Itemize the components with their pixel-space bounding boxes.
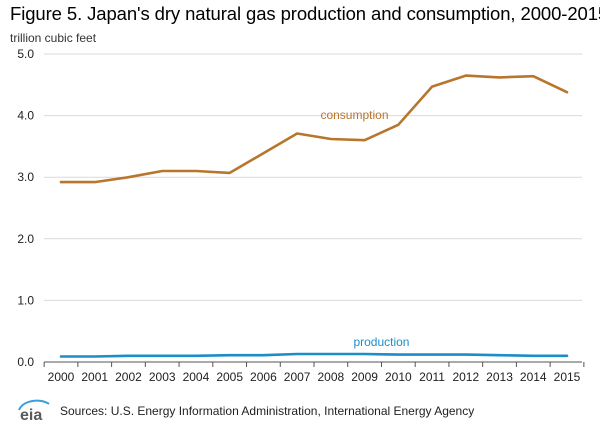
series-label-production: production bbox=[353, 335, 409, 349]
x-tick-label: 2012 bbox=[452, 370, 479, 384]
y-tick-label: 4.0 bbox=[17, 109, 34, 123]
x-tick-label: 2014 bbox=[520, 370, 547, 384]
x-tick-label: 2002 bbox=[115, 370, 142, 384]
x-tick-label: 2009 bbox=[351, 370, 378, 384]
x-tick-label: 2004 bbox=[183, 370, 210, 384]
y-tick-label: 2.0 bbox=[17, 232, 34, 246]
x-tick-label: 2013 bbox=[486, 370, 513, 384]
x-tick-label: 2010 bbox=[385, 370, 412, 384]
series-line-consumption bbox=[59, 74, 569, 184]
chart-title: Figure 5. Japan's dry natural gas produc… bbox=[10, 3, 600, 24]
x-tick-label: 2003 bbox=[149, 370, 176, 384]
series-label-consumption: consumption bbox=[320, 108, 388, 122]
y-tick-label: 0.0 bbox=[17, 355, 34, 369]
source-note: Sources: U.S. Energy Information Adminis… bbox=[60, 404, 475, 418]
x-tick-label: 2008 bbox=[318, 370, 345, 384]
eia-logo: eia bbox=[15, 398, 55, 429]
x-tick-label: 2007 bbox=[284, 370, 311, 384]
x-tick-label: 2005 bbox=[216, 370, 243, 384]
x-tick-label: 2006 bbox=[250, 370, 277, 384]
y-tick-label: 3.0 bbox=[17, 170, 34, 184]
y-axis-unit-label: trillion cubic feet bbox=[10, 31, 97, 45]
x-tick-label: 2015 bbox=[554, 370, 581, 384]
y-tick-label: 5.0 bbox=[17, 47, 34, 61]
x-tick-label: 2001 bbox=[81, 370, 108, 384]
series-line-production bbox=[59, 352, 569, 358]
x-tick-label: 2011 bbox=[419, 370, 445, 384]
x-tick-label: 2000 bbox=[48, 370, 75, 384]
y-tick-label: 1.0 bbox=[17, 293, 34, 307]
eia-logo-text: eia bbox=[20, 407, 42, 424]
